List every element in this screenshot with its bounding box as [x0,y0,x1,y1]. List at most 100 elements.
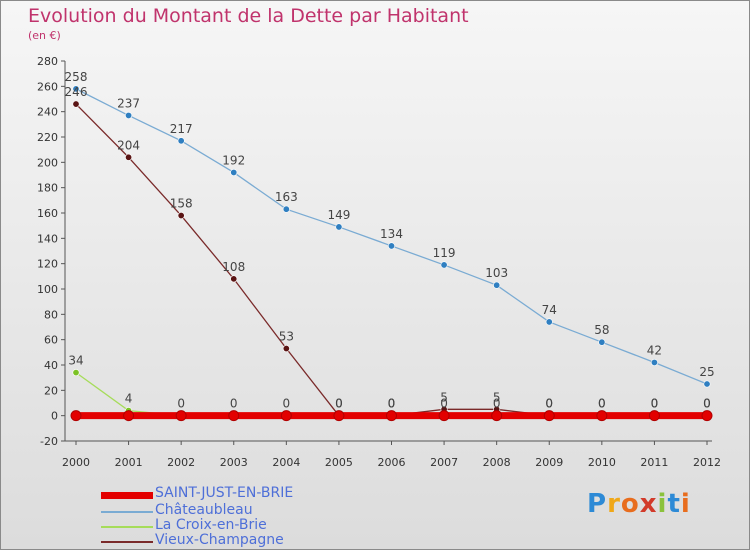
legend-label: Vieux-Champagne [155,532,284,548]
data-point [387,242,395,250]
logo-letter: t [667,489,681,519]
x-tick-label: 2007 [430,456,458,469]
data-point [438,410,450,422]
data-label: 0 [283,397,291,411]
data-point [72,369,80,377]
y-tick-label: -20 [40,435,58,448]
data-point [228,410,240,422]
data-point [282,345,290,353]
x-tick-label: 2008 [483,456,511,469]
legend-swatch [101,511,153,513]
data-point [543,410,555,422]
y-tick-label: 220 [37,131,58,144]
legend-label: SAINT-JUST-EN-BRIE [155,485,294,501]
data-label: 5 [493,390,501,404]
data-label: 134 [380,227,403,241]
data-point [177,212,185,220]
legend-label: Châteaubleau [155,502,253,518]
proxiti-logo: Proxiti [587,489,691,519]
data-label: 0 [388,397,396,411]
data-point [703,380,711,388]
data-point [493,281,501,289]
data-label: 258 [65,70,88,84]
legend-swatch [101,526,153,528]
logo-letter: r [607,489,621,519]
data-label: 246 [65,85,88,99]
y-tick-label: 140 [37,232,58,245]
x-tick-label: 2005 [325,456,353,469]
y-tick-label: 20 [44,384,58,397]
y-tick-label: 120 [37,258,58,271]
data-point [123,410,135,422]
data-label: 0 [703,397,711,411]
x-tick-label: 2001 [115,456,143,469]
legend-swatch [101,541,153,543]
data-point [386,410,397,422]
data-point [72,85,80,93]
y-tick-label: 260 [37,80,58,93]
x-tick-label: 2004 [272,456,300,469]
y-tick-label: 100 [37,283,58,296]
x-tick-label: 2010 [588,456,616,469]
data-label: 0 [388,397,396,411]
data-point [280,410,292,422]
data-label: 149 [327,208,350,222]
data-label: 58 [594,323,609,337]
data-label: 0 [335,397,343,411]
data-point [545,318,553,326]
data-point [125,111,133,119]
data-label: 74 [542,303,557,317]
data-point [598,338,606,346]
data-label: 4 [125,392,133,406]
x-tick-label: 2003 [220,456,248,469]
data-point [125,153,133,161]
data-label: 158 [170,197,193,211]
x-tick-label: 2012 [693,456,721,469]
logo-letter: x [639,489,658,519]
data-label: 217 [170,122,193,136]
data-label: 103 [485,266,508,280]
data-point [335,223,343,231]
data-point [491,410,503,422]
data-point [230,168,238,176]
x-tick-label: 2000 [62,456,90,469]
data-label: 0 [703,397,711,411]
logo-letter: o [620,489,640,519]
data-point [650,358,658,366]
data-label: 53 [279,330,294,344]
y-tick-label: 180 [37,182,58,195]
chart-title: Evolution du Montant de la Dette par Hab… [28,5,469,27]
data-label: 34 [68,354,83,368]
legend-swatch [101,492,153,499]
data-label: 204 [117,138,140,152]
y-tick-label: 40 [44,359,58,372]
data-label: 0 [651,397,659,411]
chart-unit: (en €) [28,29,61,42]
data-label: 25 [699,365,714,379]
data-point [282,205,290,213]
data-label: 0 [545,397,553,411]
x-tick-label: 2006 [378,456,406,469]
data-point [72,100,80,108]
data-point [333,410,345,422]
data-label: 0 [440,397,448,411]
data-point [596,410,608,422]
data-point [648,410,660,422]
y-tick-label: 240 [37,106,58,119]
series-line [75,103,707,417]
x-tick-label: 2011 [640,456,668,469]
y-tick-label: 0 [51,410,58,423]
x-tick-label: 2002 [167,456,195,469]
data-point [701,410,713,422]
data-label: 5 [440,390,448,404]
data-point [230,275,238,283]
legend-label: La Croix-en-Brie [155,517,267,533]
data-label: 119 [433,246,456,260]
data-point [177,137,185,145]
y-tick-label: 280 [37,55,58,68]
data-label: 237 [117,96,140,110]
y-tick-label: 160 [37,207,58,220]
data-label: 0 [493,397,501,411]
